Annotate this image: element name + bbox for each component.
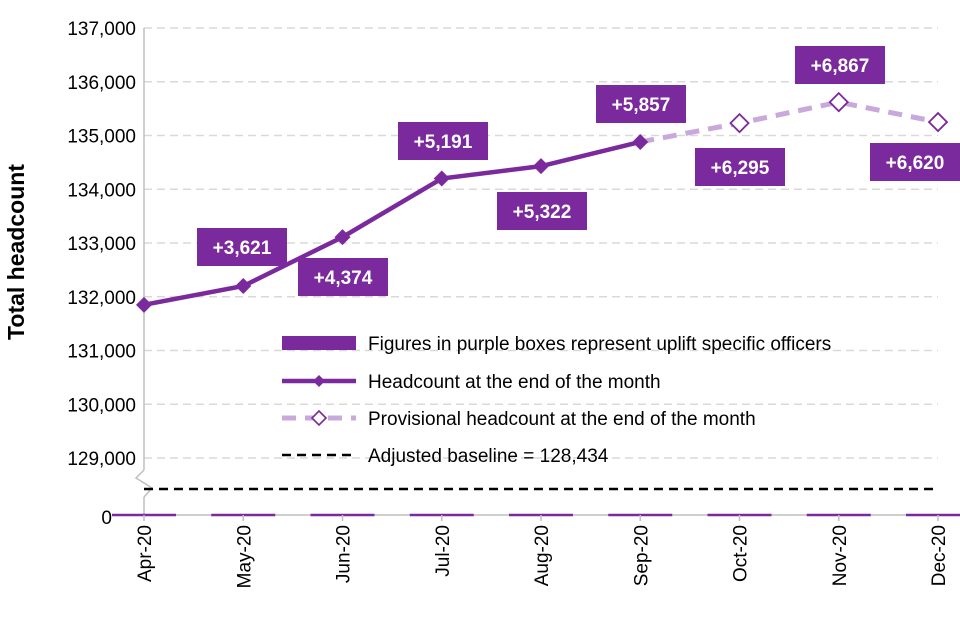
x-tick-label: Sep-20 — [631, 525, 652, 586]
uplift-box-label: +6,620 — [886, 153, 945, 174]
y-tick-label-zero: 0 — [101, 508, 112, 529]
headcount-series — [136, 133, 649, 313]
legend-label: Adjusted baseline = 128,434 — [368, 446, 609, 467]
legend-swatch-marker — [313, 375, 325, 387]
legend-swatch-marker — [310, 409, 328, 427]
uplift-boxes: +3,621 +4,374 +5,191 +5,322 +5,857 +6,295 +6,8… — [197, 46, 960, 296]
provisional-point — [828, 91, 850, 113]
uplift-box — [398, 122, 488, 160]
uplift-box-label: +5,322 — [513, 202, 572, 223]
y-tick-label: 132,000 — [67, 288, 136, 309]
x-tick-label: Jul-20 — [433, 525, 454, 577]
legend-label: Headcount at the end of the month — [368, 372, 661, 393]
uplift-box-label: +4,374 — [314, 268, 373, 289]
uplift-box — [870, 143, 960, 181]
y-tick-label: 134,000 — [67, 180, 136, 201]
x-tick-labels: Apr-20 May-20 Jun-20 Jul-20 Aug-20 Sep-20 Oct-… — [135, 525, 950, 588]
uplift-box — [197, 228, 287, 266]
y-axis-break-icon — [134, 469, 154, 498]
x-tick-label: Jun-20 — [334, 525, 355, 583]
legend-swatch-bar — [282, 336, 356, 350]
y-tick-label: 131,000 — [67, 342, 136, 363]
y-tick-label: 129,000 — [67, 449, 136, 470]
y-tick-label: 135,000 — [67, 127, 136, 148]
y-axis-label: Total headcount — [3, 164, 29, 340]
y-tick-labels: 129,000 130,000 131,000 132,000 133,000 134,0… — [67, 19, 136, 529]
provisional-point — [927, 111, 949, 133]
y-tick-label: 133,000 — [67, 234, 136, 255]
headcount-point — [632, 133, 649, 150]
x-tick-label: Aug-20 — [532, 525, 553, 586]
x-tick-label: Apr-20 — [135, 525, 156, 582]
y-tick-label: 136,000 — [67, 73, 136, 94]
axes — [112, 28, 960, 521]
headcount-point — [334, 229, 351, 246]
uplift-box — [298, 258, 388, 296]
grid-lines — [144, 27, 938, 459]
y-tick-label: 137,000 — [67, 19, 136, 40]
uplift-box-label: +3,621 — [213, 238, 272, 259]
uplift-box — [596, 85, 686, 123]
legend-label: Figures in purple boxes represent uplift… — [368, 334, 831, 355]
provisional-line — [639, 99, 939, 145]
x-tick-label: May-20 — [234, 525, 255, 588]
uplift-box-label: +5,857 — [612, 95, 671, 116]
uplift-box — [497, 192, 587, 230]
uplift-box — [795, 46, 885, 84]
headcount-point — [136, 296, 152, 313]
x-tick-label: Dec-20 — [929, 525, 950, 586]
uplift-box-label: +6,295 — [711, 158, 770, 179]
headcount-point — [433, 170, 450, 187]
provisional-series — [639, 91, 949, 145]
uplift-box-label: +5,191 — [414, 132, 473, 153]
legend-label: Provisional headcount at the end of the … — [368, 409, 756, 430]
y-tick-label: 130,000 — [67, 395, 136, 416]
x-tick-label: Nov-20 — [830, 525, 851, 586]
headcount-point — [235, 278, 252, 294]
headcount-line — [143, 139, 641, 308]
uplift-box — [695, 148, 785, 186]
uplift-box-label: +6,867 — [811, 56, 870, 77]
headcount-point — [533, 158, 549, 175]
provisional-point — [729, 112, 750, 134]
legend: Figures in purple boxes represent uplift… — [282, 334, 831, 467]
x-tick-label: Oct-20 — [731, 525, 752, 582]
